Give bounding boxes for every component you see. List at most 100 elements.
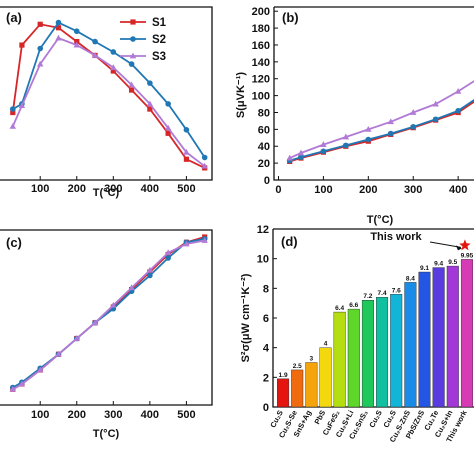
legend-marker-S3 (129, 52, 137, 59)
c-point-S3 (91, 319, 99, 326)
legend-marker-S1 (130, 19, 136, 25)
a-point-S2 (128, 61, 135, 67)
d-bar-value: 2.5 (293, 363, 302, 370)
panel-d-ylabel: S²σ(μW cm⁻¹K⁻²) (240, 273, 252, 362)
a-point-S2 (37, 45, 44, 52)
a-point-S3 (146, 100, 154, 107)
a-point-S1 (183, 156, 190, 162)
b-point-S3 (432, 100, 439, 107)
b-xtick-label: 400 (449, 184, 467, 196)
b-xtick-label: 0 (275, 184, 281, 196)
c-point-S2 (147, 272, 153, 279)
a-point-S2 (165, 101, 171, 107)
b-xtick-label: 300 (404, 184, 422, 196)
b-ytick-label: 160 (252, 40, 270, 52)
a-point-S3 (128, 81, 135, 88)
c-point-S3 (183, 240, 190, 247)
d-ytick-label: 0 (263, 402, 269, 414)
a-point-S2 (92, 38, 98, 45)
d-bar-value: 7.4 (378, 290, 387, 297)
d-bar (361, 300, 374, 408)
b-point-S3 (365, 125, 372, 132)
b-ytick-label: 20 (258, 158, 270, 170)
a-point-S3 (9, 122, 16, 129)
legend-label-S1: S1 (152, 17, 167, 29)
c-xtick-label: 200 (68, 409, 86, 421)
a-point-S1 (37, 21, 43, 27)
a-series-S2 (9, 19, 208, 161)
d-bar (347, 308, 360, 408)
panel-b-ylabel: S(μVK⁻¹) (235, 72, 247, 118)
a-point-S2 (9, 106, 16, 112)
d-bar (319, 347, 332, 408)
a-point-S3 (164, 124, 172, 131)
b-line-S1 (289, 100, 474, 163)
a-point-S3 (55, 34, 62, 41)
a-point-S3 (18, 102, 26, 109)
d-ytick-label: 6 (263, 313, 269, 325)
b-ytick-label: 180 (252, 23, 270, 35)
panel-b: (b) T(°C) S(μVK⁻¹) 0 100 200 300 400 0 20 40 60 8… (235, 6, 474, 226)
a-point-S3 (91, 52, 99, 58)
panel-d-label: (d) (281, 234, 298, 249)
panel-a-label: (a) (6, 10, 22, 25)
d-bar (460, 259, 473, 408)
a-point-S1 (55, 25, 62, 31)
d-bar (390, 294, 403, 408)
d-bar-value: 8.4 (406, 275, 415, 282)
b-ytick-label: 0 (264, 175, 270, 187)
panel-b-label: (b) (282, 10, 299, 25)
b-point-S3 (342, 133, 350, 140)
c-line-S2 (12, 237, 205, 389)
b-point-S2 (410, 124, 417, 130)
d-ytick-label: 12 (257, 224, 269, 236)
panel-b-xlabel: T(°C) (367, 214, 394, 226)
legend: S1 S2 S3 (120, 17, 167, 63)
a-point-S1 (147, 106, 153, 112)
d-bar-value: 9.5 (448, 259, 457, 266)
d-bar-value: 4 (324, 341, 328, 348)
legend-label-S2: S2 (152, 34, 166, 46)
a-point-S2 (201, 154, 208, 161)
c-series-S3 (9, 237, 208, 392)
d-bar (333, 311, 346, 408)
b-xtick-label: 100 (314, 184, 332, 196)
c-xtick-label: 500 (177, 409, 195, 421)
b-point-S2 (343, 142, 349, 149)
a-point-S3 (73, 41, 80, 48)
a-series-S1 (10, 21, 208, 171)
d-bar (418, 271, 431, 408)
panel-a-frame (0, 6, 213, 181)
b-ytick-label: 40 (258, 141, 270, 153)
a-point-S3 (37, 60, 44, 67)
panel-a: (a) T(°C) 100 200 300 400 500 S1 S2 S3 (0, 6, 213, 199)
b-point-S3 (387, 118, 394, 125)
b-ytick-label: 120 (252, 74, 270, 86)
d-bar (446, 265, 459, 408)
a-xtick-label: 500 (177, 183, 195, 195)
a-point-S2 (147, 80, 153, 86)
a-point-S2 (55, 19, 62, 26)
d-bar-value: 7.2 (363, 293, 372, 300)
c-point-S3 (128, 284, 135, 291)
a-point-S3 (183, 148, 190, 155)
b-ytick-label: 100 (252, 91, 270, 103)
a-xtick-label: 400 (141, 183, 159, 195)
a-xtick-label: 200 (68, 183, 86, 195)
a-point-S1 (128, 87, 135, 93)
a-line-S3 (11, 37, 206, 167)
a-point-S1 (74, 39, 80, 45)
c-point-S3 (146, 266, 154, 273)
c-point-S3 (164, 249, 172, 256)
a-line-S1 (11, 23, 206, 169)
b-point-S2 (320, 148, 327, 155)
d-bar (305, 362, 318, 408)
a-xtick-label: 300 (104, 183, 122, 195)
a-point-S2 (73, 28, 80, 35)
panel-b-frame (273, 6, 474, 181)
b-line-S2 (289, 98, 474, 162)
b-point-S2 (455, 108, 461, 114)
a-point-S2 (110, 49, 117, 55)
panel-c: (c) T(°C) 100 200 300 400 500 (0, 229, 213, 440)
c-point-S3 (18, 380, 26, 387)
